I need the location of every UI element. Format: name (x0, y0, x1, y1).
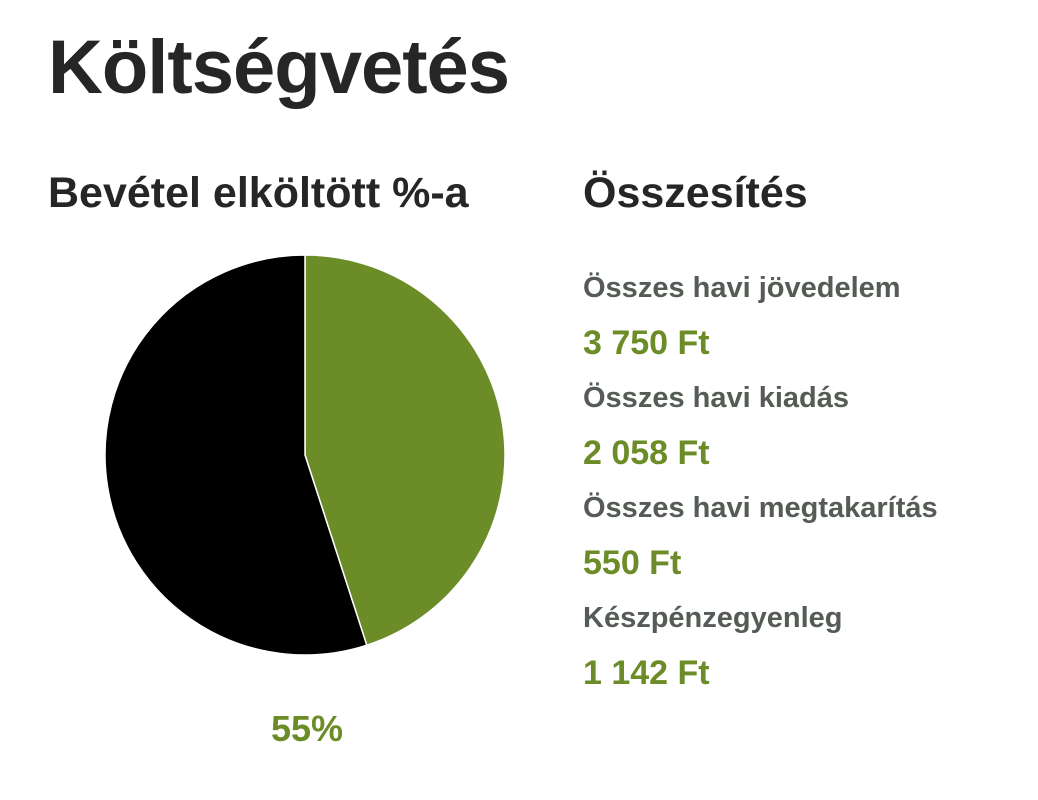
summary-label: Összes havi jövedelem (583, 272, 901, 304)
summary-heading: Összesítés (583, 169, 808, 217)
pie-slice-0 (304, 254, 506, 647)
summary-list: Összes havi jövedelem 3 750 Ft Összes ha… (583, 270, 1023, 710)
pie-chart-area (100, 250, 510, 660)
summary-item-income: Összes havi jövedelem 3 750 Ft (583, 270, 1023, 380)
summary-value: 1 142 Ft (583, 654, 710, 692)
summary-label: Összes havi megtakarítás (583, 492, 938, 524)
page-title: Költségvetés (48, 25, 510, 110)
summary-item-cash-balance: Készpénzegyenleg 1 142 Ft (583, 600, 1023, 710)
summary-item-expenses: Összes havi kiadás 2 058 Ft (583, 380, 1023, 490)
summary-label: Készpénzegyenleg (583, 602, 843, 634)
pie-chart (104, 254, 506, 656)
summary-value: 2 058 Ft (583, 434, 710, 472)
chart-heading: Bevétel elköltött %-a (48, 169, 469, 217)
pie-slice-1 (104, 254, 368, 656)
summary-value: 550 Ft (583, 544, 682, 582)
summary-value: 3 750 Ft (583, 324, 710, 362)
summary-label: Összes havi kiadás (583, 382, 849, 414)
pie-data-label: 55% (270, 708, 344, 749)
summary-item-savings: Összes havi megtakarítás 550 Ft (583, 490, 1023, 600)
